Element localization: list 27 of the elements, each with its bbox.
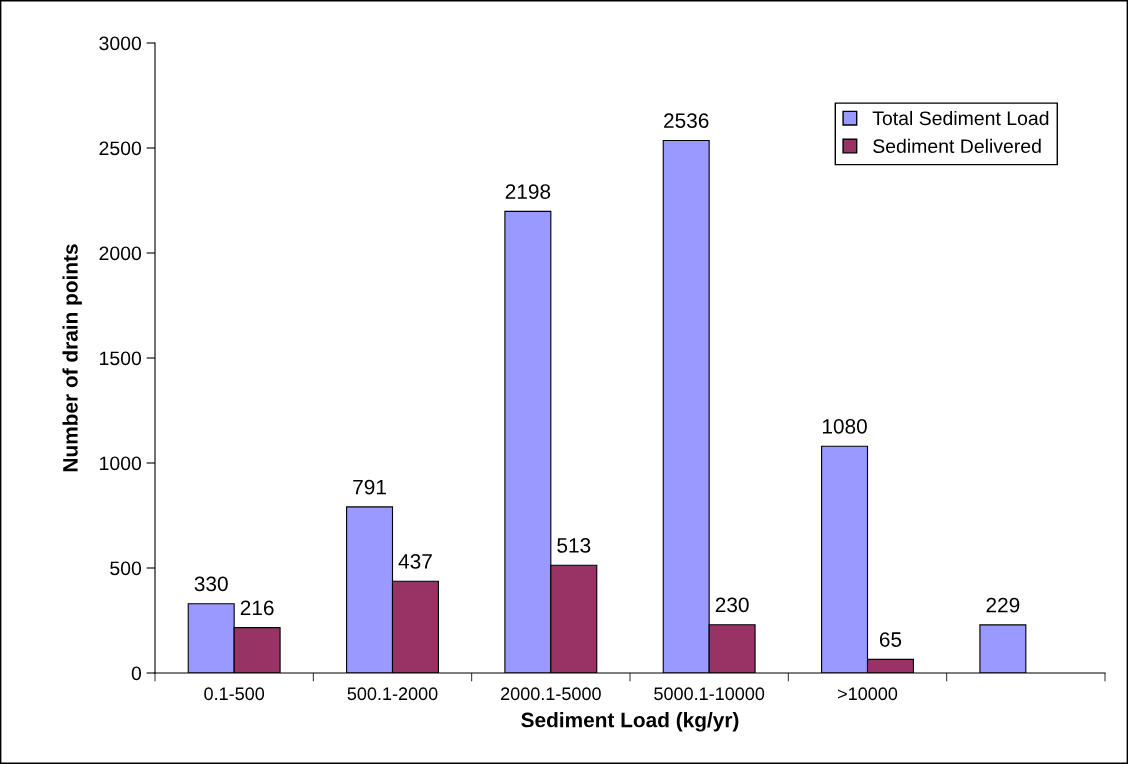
- y-tick-label: 1000: [100, 456, 142, 471]
- y-axis-title: Number of drain points: [62, 244, 82, 472]
- x-tick-label: >10000: [838, 687, 898, 701]
- y-tick-label: 2000: [99, 246, 142, 261]
- data-label: 2536: [664, 113, 709, 128]
- data-label: 513: [557, 538, 591, 553]
- data-label: 330: [194, 576, 228, 592]
- data-label: 230: [715, 597, 749, 613]
- x-tick-label: 0.1-500: [204, 687, 265, 701]
- y-tick-label: 3000: [99, 36, 142, 51]
- x-tick-label: 2000.1-5000: [501, 687, 601, 701]
- data-label: 229: [986, 597, 1020, 613]
- data-label: 1080: [822, 419, 867, 434]
- y-tick-label: 1500: [100, 351, 142, 366]
- legend-label: Total Sediment Load: [872, 110, 1049, 126]
- y-tick-label: 2500: [99, 141, 142, 156]
- x-axis-title: Sediment Load (kg/yr): [521, 712, 739, 732]
- data-label: 216: [240, 600, 274, 616]
- data-label: 65: [879, 632, 902, 647]
- x-tick-label: 5000.1-10000: [654, 687, 765, 701]
- data-label: 791: [353, 479, 386, 495]
- x-tick-label: 500.1-2000: [347, 687, 438, 701]
- data-label: 437: [398, 554, 432, 569]
- data-label: 2198: [505, 184, 551, 199]
- legend-label: Sediment Delivered: [873, 138, 1041, 154]
- y-tick-label: 0: [131, 666, 142, 681]
- y-tick-label: 500: [110, 561, 142, 576]
